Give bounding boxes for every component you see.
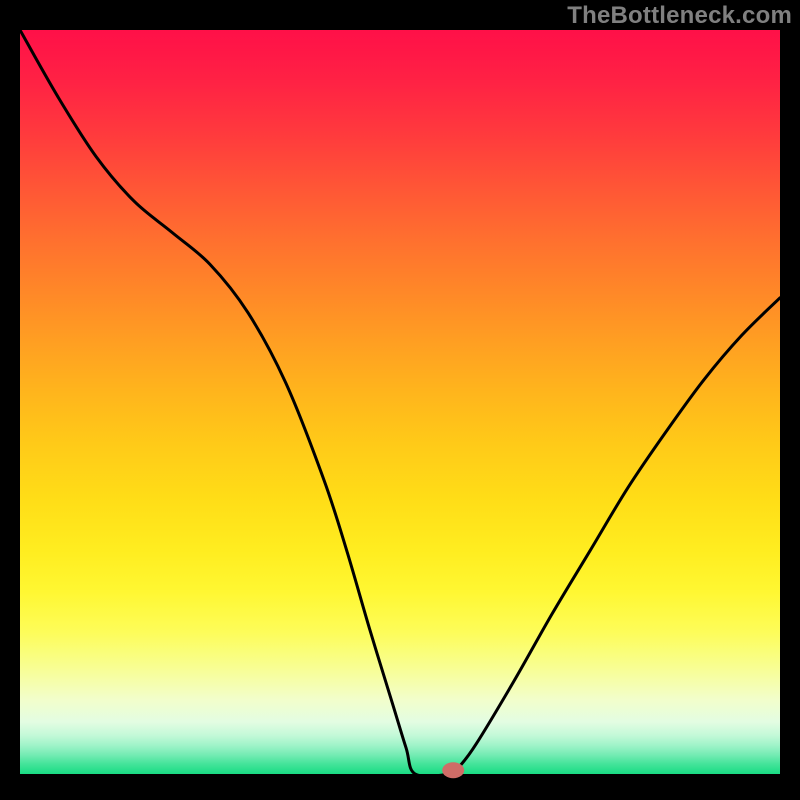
optimal-point-marker: [442, 762, 464, 778]
plot-background: [20, 30, 780, 774]
bottleneck-chart: TheBottleneck.com: [0, 0, 800, 800]
chart-canvas: [0, 0, 800, 800]
